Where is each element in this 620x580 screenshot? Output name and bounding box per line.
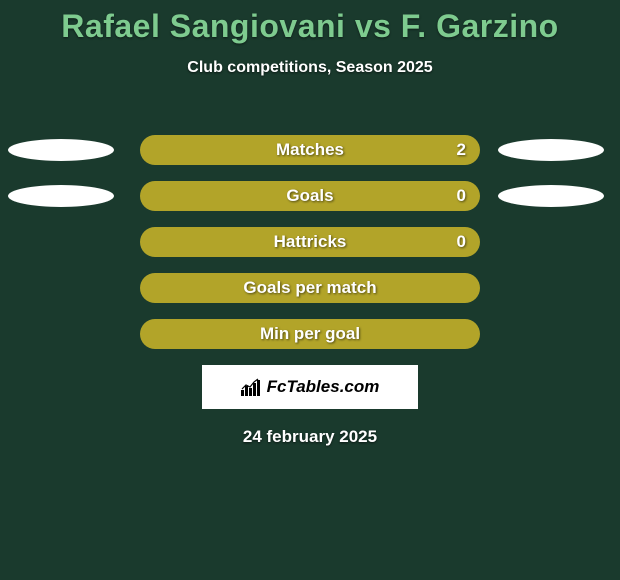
stat-value: 0 <box>457 227 466 257</box>
stat-label: Hattricks <box>140 227 480 257</box>
stat-bar: Min per goal <box>140 319 480 349</box>
stat-bar: Matches2 <box>140 135 480 165</box>
logo-text: FcTables.com <box>267 377 380 397</box>
stat-row: Goals per match <box>0 265 620 311</box>
stat-label: Matches <box>140 135 480 165</box>
stat-label: Min per goal <box>140 319 480 349</box>
right-ellipse <box>498 185 604 207</box>
stat-label: Goals <box>140 181 480 211</box>
bar-chart-icon <box>241 378 263 396</box>
page-title: Rafael Sangiovani vs F. Garzino <box>0 0 620 45</box>
stat-value: 2 <box>457 135 466 165</box>
date-text: 24 february 2025 <box>0 427 620 447</box>
right-ellipse <box>498 139 604 161</box>
stat-row: Goals0 <box>0 173 620 219</box>
stat-row: Matches2 <box>0 127 620 173</box>
stat-label: Goals per match <box>140 273 480 303</box>
fctables-logo: FcTables.com <box>241 377 380 397</box>
stat-row: Hattricks0 <box>0 219 620 265</box>
stat-bar: Goals per match <box>140 273 480 303</box>
logo-box: FcTables.com <box>202 365 418 409</box>
stat-value: 0 <box>457 181 466 211</box>
left-ellipse <box>8 139 114 161</box>
stat-bar: Hattricks0 <box>140 227 480 257</box>
stat-bar: Goals0 <box>140 181 480 211</box>
stats-list: Matches2Goals0Hattricks0Goals per matchM… <box>0 127 620 357</box>
left-ellipse <box>8 185 114 207</box>
stat-row: Min per goal <box>0 311 620 357</box>
page-subtitle: Club competitions, Season 2025 <box>0 59 620 77</box>
